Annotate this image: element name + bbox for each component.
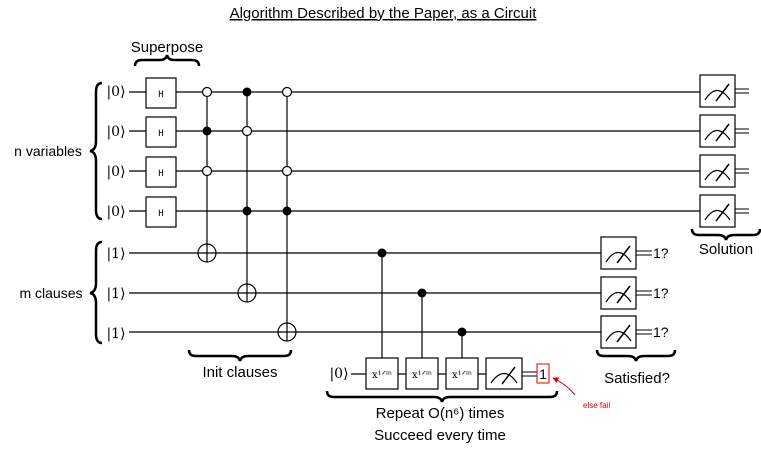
measurement-meter-icon bbox=[699, 154, 736, 188]
control-dot-icon bbox=[457, 327, 467, 337]
open-control-icon bbox=[201, 165, 213, 177]
ancilla-result-box bbox=[536, 363, 550, 384]
root-x-gate-label: x¹ᐟᵐ bbox=[372, 370, 392, 381]
clause-ket: |1⟩ bbox=[106, 286, 125, 302]
measurement-meter-icon bbox=[600, 276, 637, 310]
clause-result: 1? bbox=[653, 285, 669, 301]
hadamard-gate-label: H bbox=[158, 90, 163, 100]
ancilla-result: 1 bbox=[539, 366, 547, 382]
control-dot-icon bbox=[242, 206, 252, 216]
open-control-icon bbox=[281, 86, 293, 98]
succeed-label: Succeed every time bbox=[374, 427, 506, 444]
hadamard-gate-label: H bbox=[158, 129, 163, 139]
variable-ket: |0⟩ bbox=[106, 164, 125, 180]
control-dot-icon bbox=[377, 248, 387, 258]
fail-note-arrow bbox=[552, 377, 576, 396]
measurement-meter-icon bbox=[485, 357, 523, 390]
clause-ket: |1⟩ bbox=[106, 326, 125, 342]
superpose-brace bbox=[133, 54, 201, 67]
variable-ket: |0⟩ bbox=[106, 124, 125, 140]
open-control-icon bbox=[241, 125, 253, 137]
variables-brace bbox=[89, 81, 103, 221]
init-clauses-label: Init clauses bbox=[202, 364, 277, 381]
control-dot-icon bbox=[282, 206, 292, 216]
clause-ket: |1⟩ bbox=[106, 246, 125, 262]
open-control-icon bbox=[201, 86, 213, 98]
satisfied-brace bbox=[595, 349, 677, 362]
solution-brace bbox=[690, 228, 761, 241]
clause-result: 1? bbox=[653, 245, 669, 261]
measurement-meter-icon bbox=[600, 236, 637, 270]
solution-label: Solution bbox=[699, 241, 753, 258]
root-x-gate: x¹ᐟᵐ bbox=[405, 357, 439, 390]
init-clauses-brace bbox=[187, 349, 293, 362]
diagram-title: Algorithm Described by the Paper, as a C… bbox=[230, 5, 538, 22]
root-x-gate: x¹ᐟᵐ bbox=[445, 357, 479, 390]
superpose-label: Superpose bbox=[131, 39, 204, 56]
control-dot-icon bbox=[202, 126, 212, 136]
measurement-meter-icon bbox=[699, 114, 736, 148]
control-dot-icon bbox=[242, 87, 252, 97]
measurement-meter-icon bbox=[600, 315, 637, 349]
hadamard-gate: H bbox=[145, 196, 177, 228]
variable-ket: |0⟩ bbox=[106, 84, 125, 100]
root-x-gate-label: x¹ᐟᵐ bbox=[412, 370, 432, 381]
hadamard-gate: H bbox=[145, 77, 177, 109]
measurement-meter-icon bbox=[699, 194, 736, 228]
variable-ket: |0⟩ bbox=[106, 204, 125, 220]
hadamard-gate: H bbox=[145, 156, 177, 188]
satisfied-label: Satisfied? bbox=[604, 370, 670, 387]
hadamard-gate-label: H bbox=[158, 209, 163, 219]
target-plus-icon bbox=[277, 322, 297, 342]
open-control-icon bbox=[281, 165, 293, 177]
root-x-gate-label: x¹ᐟᵐ bbox=[452, 370, 472, 381]
clauses-register-label: m clauses bbox=[19, 285, 82, 301]
root-x-gate: x¹ᐟᵐ bbox=[365, 357, 399, 390]
hadamard-gate-label: H bbox=[158, 169, 163, 179]
clauses-brace bbox=[89, 240, 103, 345]
hadamard-gate: H bbox=[145, 116, 177, 148]
target-plus-icon bbox=[237, 283, 257, 303]
repeat-label: Repeat O(n⁶) times bbox=[376, 405, 505, 422]
control-dot-icon bbox=[417, 288, 427, 298]
ancilla-ket: |0⟩ bbox=[329, 366, 348, 382]
measurement-meter-icon bbox=[699, 74, 736, 108]
target-plus-icon bbox=[197, 243, 217, 263]
clause-result: 1? bbox=[653, 324, 669, 340]
repeat-brace bbox=[325, 390, 559, 403]
variables-register-label: n variables bbox=[14, 143, 82, 159]
fail-note: else fail bbox=[583, 401, 610, 410]
